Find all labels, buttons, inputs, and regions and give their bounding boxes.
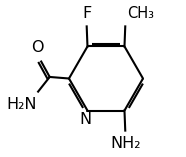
Text: NH₂: NH₂ [110, 136, 140, 151]
Text: F: F [82, 6, 91, 21]
Text: CH₃: CH₃ [127, 6, 154, 21]
Text: O: O [31, 40, 44, 55]
Text: N: N [80, 112, 92, 127]
Text: H₂N: H₂N [6, 97, 37, 112]
